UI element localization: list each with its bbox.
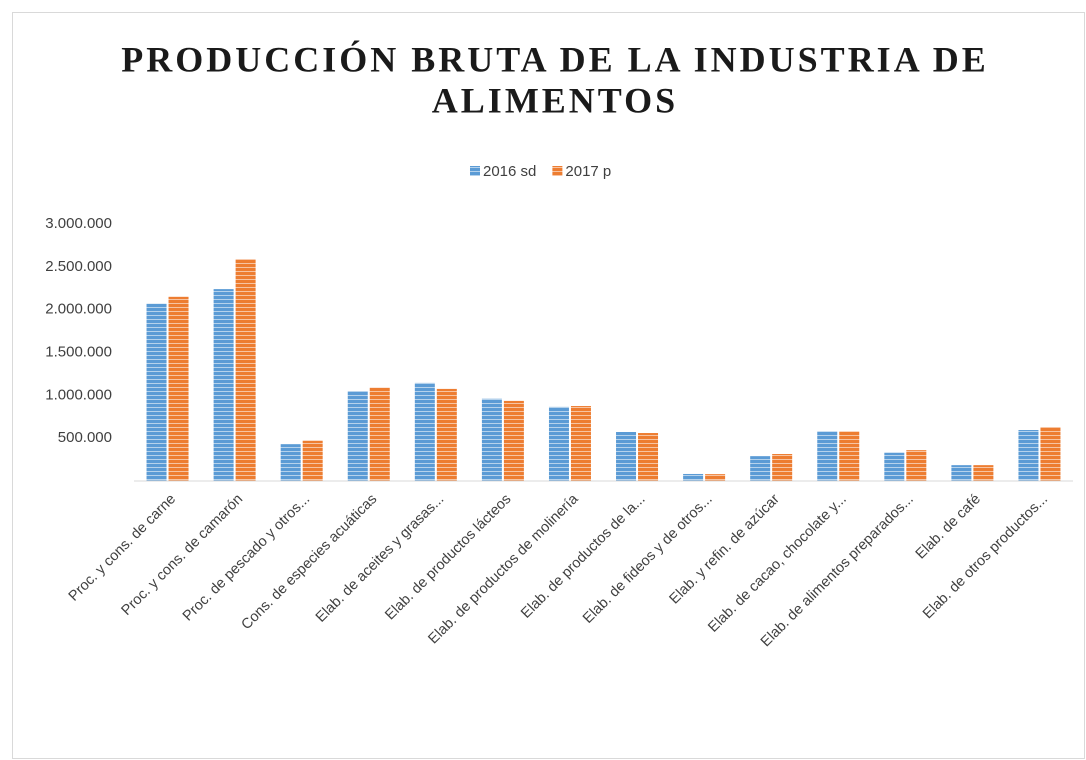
legend-swatch: [552, 166, 563, 176]
bar: [146, 303, 167, 481]
bar: [414, 382, 435, 481]
bar: [683, 473, 704, 481]
bar: [884, 452, 905, 481]
bar: [436, 388, 457, 481]
bar: [1040, 427, 1061, 481]
legend-swatch: [470, 166, 480, 176]
y-tick-label: 1.500.000: [45, 343, 112, 360]
legend-label: 2016 sd: [483, 163, 536, 180]
y-tick-label: 3.000.000: [45, 215, 112, 232]
y-tick-label: 1.000.000: [45, 386, 112, 403]
bar: [772, 454, 793, 481]
bar: [705, 474, 726, 481]
chart-title: ALIMENTOS: [432, 80, 678, 120]
y-tick-label: 500.000: [58, 429, 112, 446]
bar: [481, 398, 502, 481]
bar: [347, 391, 368, 481]
bar: [280, 444, 301, 481]
bar: [951, 465, 972, 481]
bar: [616, 431, 637, 481]
bar: [973, 465, 994, 481]
bar: [906, 450, 927, 481]
bar: [369, 387, 390, 481]
bar: [548, 406, 569, 481]
y-tick-label: 2.000.000: [45, 301, 112, 318]
bar: [638, 433, 659, 481]
chart-border: [12, 12, 1085, 759]
bar: [570, 406, 591, 481]
bar: [503, 400, 524, 481]
legend-label: 2017 p: [565, 163, 611, 180]
bar: [750, 456, 771, 481]
bar: [235, 259, 256, 481]
bar: [213, 289, 234, 481]
bar: [817, 431, 838, 481]
bar: [839, 431, 860, 481]
y-tick-label: 2.500.000: [45, 258, 112, 275]
bar: [1018, 430, 1039, 481]
chart-title: PRODUCCIÓN BRUTA DE LA INDUSTRIA DE: [121, 39, 988, 79]
bar: [302, 440, 323, 481]
bar: [168, 296, 189, 481]
